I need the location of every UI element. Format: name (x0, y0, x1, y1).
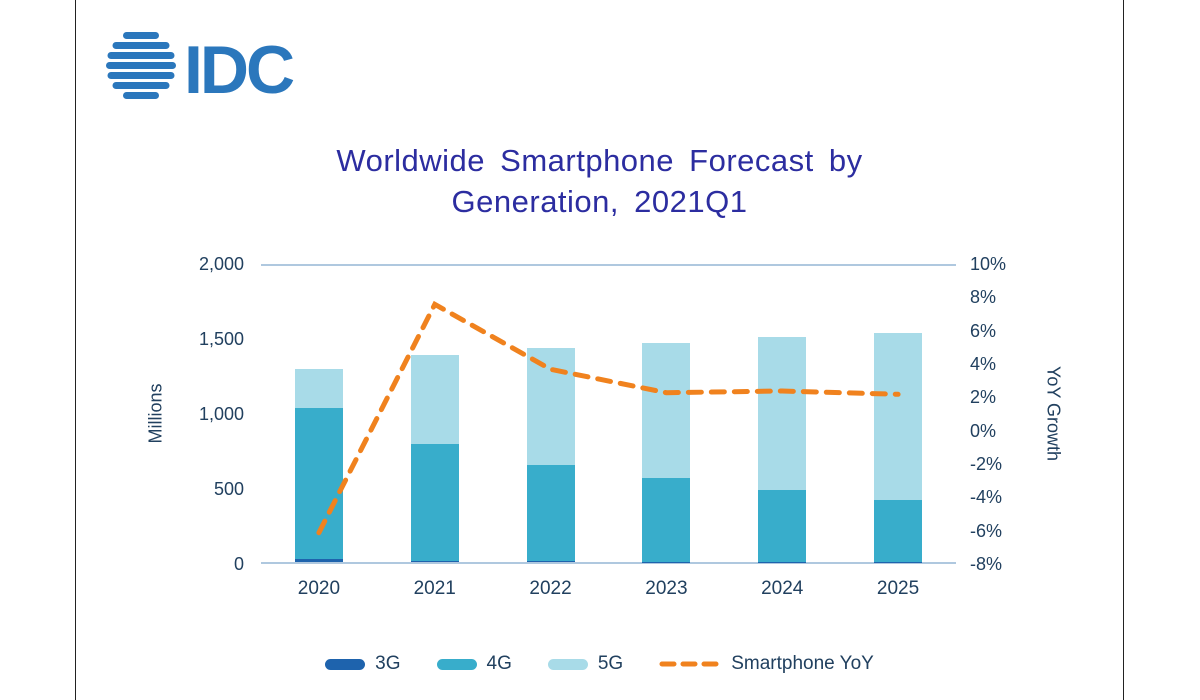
legend-dashed-line-swatch (659, 659, 721, 669)
axis-tick: 6% (970, 320, 997, 341)
x-axis-labels: 2020 2021 2022 2023 2024 2025 (261, 578, 956, 600)
legend-item-3g: 3G (325, 653, 401, 675)
legend-label: 3G (375, 653, 401, 674)
axis-tick: 2,000 (198, 254, 244, 274)
bar-segment-3g (294, 559, 343, 562)
x-label-2020: 2020 (297, 578, 341, 599)
bar-2022 (493, 266, 609, 562)
x-label-2025: 2025 (876, 578, 920, 599)
legend-item-smartphone-yoy: Smartphone YoY (659, 653, 874, 675)
bar-2023 (608, 266, 724, 562)
axis-tick: 4% (970, 354, 997, 374)
left-axis-ticks: 2,000 1,500 1,000 500 0 (76, 254, 244, 574)
line-layer (316, 300, 901, 536)
legend-swatch (325, 658, 366, 670)
bar-segment-5g (526, 348, 575, 465)
bar-segment-4g (874, 499, 923, 562)
x-label-2021: 2021 (413, 578, 456, 599)
axis-tick: 10% (970, 254, 1007, 274)
globe-icon (106, 32, 176, 99)
legend-label: Smartphone YoY (731, 653, 874, 674)
bar-2025 (840, 266, 956, 562)
legend-item-4g: 4G (436, 653, 512, 675)
bar-2024 (724, 266, 840, 562)
chart-area: Millions 2,000 1,500 1,000 500 0 10% 8% 6% 4% 2%… (76, 254, 1123, 609)
bar-segment-4g (758, 490, 807, 562)
plot-area (261, 264, 956, 564)
x-label-2022: 2022 (529, 578, 572, 599)
bar-segment-3g (410, 560, 459, 562)
axis-tick: 2% (970, 387, 997, 408)
axis-tick: -2% (970, 454, 1003, 474)
right-axis-ticks: 10% 8% 6% 4% 2% 0% -2% -4% -6% -8% (970, 254, 1050, 574)
axis-tick: 8% (970, 287, 997, 308)
bar-segment-5g (874, 332, 923, 500)
bar-segment-3g (526, 561, 575, 562)
bar-segment-5g (758, 337, 807, 491)
legend-item-5g: 5G (547, 653, 624, 675)
axis-tick: -6% (970, 520, 1003, 541)
bar-2021 (377, 266, 493, 562)
page-title: Worldwide Smartphone Forecast by Generat… (76, 140, 1123, 222)
idc-logo-text: IDC (184, 32, 294, 102)
bar-segment-5g (642, 342, 691, 478)
legend-swatch (547, 658, 588, 670)
page-title-line1: Worldwide Smartphone Forecast by (336, 143, 863, 178)
chart-legend: 3G 4G 5G Smartphone YoY (76, 653, 1123, 675)
bar-segment-5g (294, 369, 343, 408)
legend-swatch (436, 658, 477, 670)
bar-segment-4g (410, 443, 459, 561)
idc-logo-graphic: IDC (106, 32, 297, 108)
report-frame: IDC Worldwide Smartphone Forecast by Gen… (75, 0, 1124, 700)
right-axis-title: YoY Growth (1043, 365, 1064, 462)
legend-label: 5G (597, 653, 624, 674)
bar-segment-4g (526, 464, 575, 562)
axis-tick: 500 (213, 479, 244, 499)
axis-tick: -4% (970, 487, 1003, 508)
yoy-line (316, 300, 901, 536)
axis-tick: 0 (233, 554, 244, 574)
page-title-line2: Generation, 2021Q1 (451, 184, 748, 219)
bar-segment-5g (410, 355, 459, 444)
axis-tick: 1,000 (198, 404, 244, 424)
axis-tick: 1,500 (198, 329, 244, 349)
x-label-2023: 2023 (645, 578, 688, 599)
axis-tick: -8% (970, 554, 1003, 574)
x-label-2024: 2024 (761, 578, 804, 599)
legend-label: 4G (486, 653, 512, 674)
bar-segment-4g (642, 477, 691, 562)
idc-logo: IDC (104, 30, 1123, 108)
bars-layer (261, 266, 956, 562)
axis-tick: 0% (970, 420, 997, 441)
